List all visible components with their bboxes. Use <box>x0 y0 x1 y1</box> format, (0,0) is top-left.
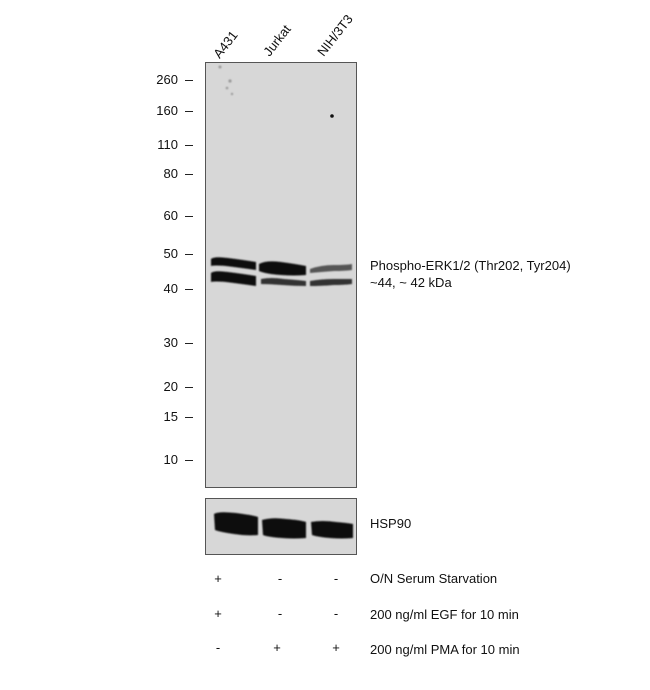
mw-marker: 60 <box>163 208 178 223</box>
condition-label: O/N Serum Starvation <box>370 571 498 586</box>
mw-tick <box>185 216 193 217</box>
band-lane-a431 <box>211 257 256 286</box>
condition-sign: - <box>277 606 283 621</box>
mw-tick <box>185 417 193 418</box>
loading-control-blot <box>205 498 357 555</box>
hsp90-band-jurkat <box>262 518 306 539</box>
mw-tick <box>185 387 193 388</box>
mw-marker: 80 <box>163 166 178 181</box>
mw-marker: 260 <box>156 72 178 87</box>
band-lane-jurkat <box>259 261 306 286</box>
target-name: Phospho-ERK1/2 (Thr202, Tyr204) <box>370 258 571 273</box>
mw-marker: 15 <box>163 409 178 424</box>
condition-sign: + <box>273 640 281 655</box>
hsp90-band-a431 <box>214 512 258 536</box>
mw-marker: 20 <box>163 379 178 394</box>
mw-tick <box>185 80 193 81</box>
mw-tick <box>185 174 193 175</box>
mw-marker: 30 <box>163 335 178 350</box>
condition-sign: + <box>214 571 222 586</box>
mw-tick <box>185 460 193 461</box>
mw-marker: 10 <box>163 452 178 467</box>
mw-tick <box>185 289 193 290</box>
condition-sign: + <box>332 640 340 655</box>
mw-tick <box>185 111 193 112</box>
band-lane-nih3t3 <box>310 264 352 286</box>
mw-marker: 40 <box>163 281 178 296</box>
hsp90-band-nih3t3 <box>311 521 353 539</box>
mw-marker: 50 <box>163 246 178 261</box>
condition-sign: - <box>333 606 339 621</box>
dust-speck <box>330 114 334 118</box>
target-label: Phospho-ERK1/2 (Thr202, Tyr204) ~44, ~ 4… <box>370 257 571 291</box>
blot-bands <box>211 65 352 286</box>
smudge-marks <box>218 65 234 96</box>
condition-label: 200 ng/ml PMA for 10 min <box>370 642 520 657</box>
hsp90-bands <box>214 512 353 539</box>
condition-label: 200 ng/ml EGF for 10 min <box>370 607 519 622</box>
condition-sign: - <box>215 640 221 655</box>
mw-marker: 160 <box>156 103 178 118</box>
condition-sign: - <box>333 571 339 586</box>
loading-control-label: HSP90 <box>370 516 412 531</box>
lane-label-nih3t3: NIH/3T3 <box>314 11 356 60</box>
condition-sign: - <box>277 571 283 586</box>
main-blot <box>205 62 357 488</box>
condition-sign: + <box>214 606 222 621</box>
lane-label-jurkat: Jurkat <box>260 21 294 60</box>
mw-tick <box>185 343 193 344</box>
mw-marker: 110 <box>157 137 178 152</box>
mw-tick <box>185 254 193 255</box>
target-size: ~44, ~ 42 kDa <box>370 275 452 290</box>
lane-label-a431: A431 <box>210 27 241 61</box>
mw-tick <box>185 145 193 146</box>
